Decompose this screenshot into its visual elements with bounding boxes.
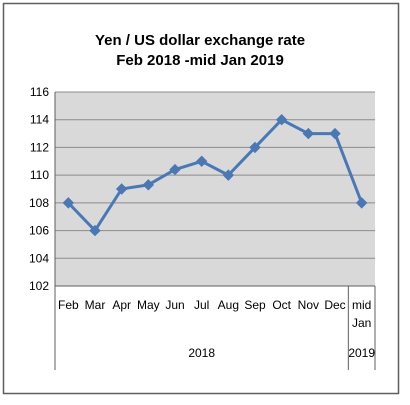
data-point-marker [195,155,208,167]
y-axis-tick-labels: 102 104 106 108 110 112 114 116 [29,85,49,293]
x-group-label: 2018 [188,346,215,360]
data-point-marker [142,179,155,191]
x-axis-group-labels: 2018 2019 [188,346,375,360]
y-tick-label: 112 [30,140,49,154]
data-point-marker [275,114,288,126]
y-tick-label: 108 [29,196,49,210]
chart-title-line2: Feb 2018 -mid Jan 2019 [116,52,284,69]
chart-title-line1: Yen / US dollar exchange rate [95,32,305,49]
x-tick-label: Apr [112,298,131,312]
x-tick-label: Aug [218,298,239,312]
x-tick-label: Sep [244,298,266,312]
data-point-marker [62,197,75,209]
x-tick-label: May [137,298,160,312]
x-tick-label: mid [352,298,371,312]
x-tick-label: Feb [58,298,79,312]
series-yen-usd [62,114,368,237]
x-tick-label: Jul [194,298,209,312]
x-axis-category-labels: Feb Mar Apr May Jun Jul Aug Sep Oct Nov Dec mid Jan [58,298,371,330]
y-tick-label: 114 [30,113,49,127]
data-point-marker [115,183,128,195]
y-tick-label: 110 [30,168,49,182]
x-tick-label: Nov [298,298,319,312]
plot-area [55,92,375,286]
data-point-marker [222,169,235,181]
data-point-marker [89,224,101,237]
y-tick-label: 116 [30,85,49,99]
x-axis [54,92,376,370]
data-point-marker [302,127,315,140]
gridlines [55,91,375,259]
y-tick-label: 106 [29,224,49,238]
y-tick-label: 104 [29,251,49,265]
x-tick-label: Jun [165,298,184,312]
data-point-marker [329,127,341,140]
y-tick-label: 102 [29,279,49,293]
data-point-marker [249,141,261,154]
x-tick-label: Oct [272,298,291,312]
x-group-label: 2019 [348,346,375,360]
x-tick-label: Mar [85,298,106,312]
x-tick-label: Dec [324,298,345,312]
x-tick-label: Jan [352,316,371,330]
data-point-marker [355,197,368,209]
data-point-marker [169,163,181,176]
